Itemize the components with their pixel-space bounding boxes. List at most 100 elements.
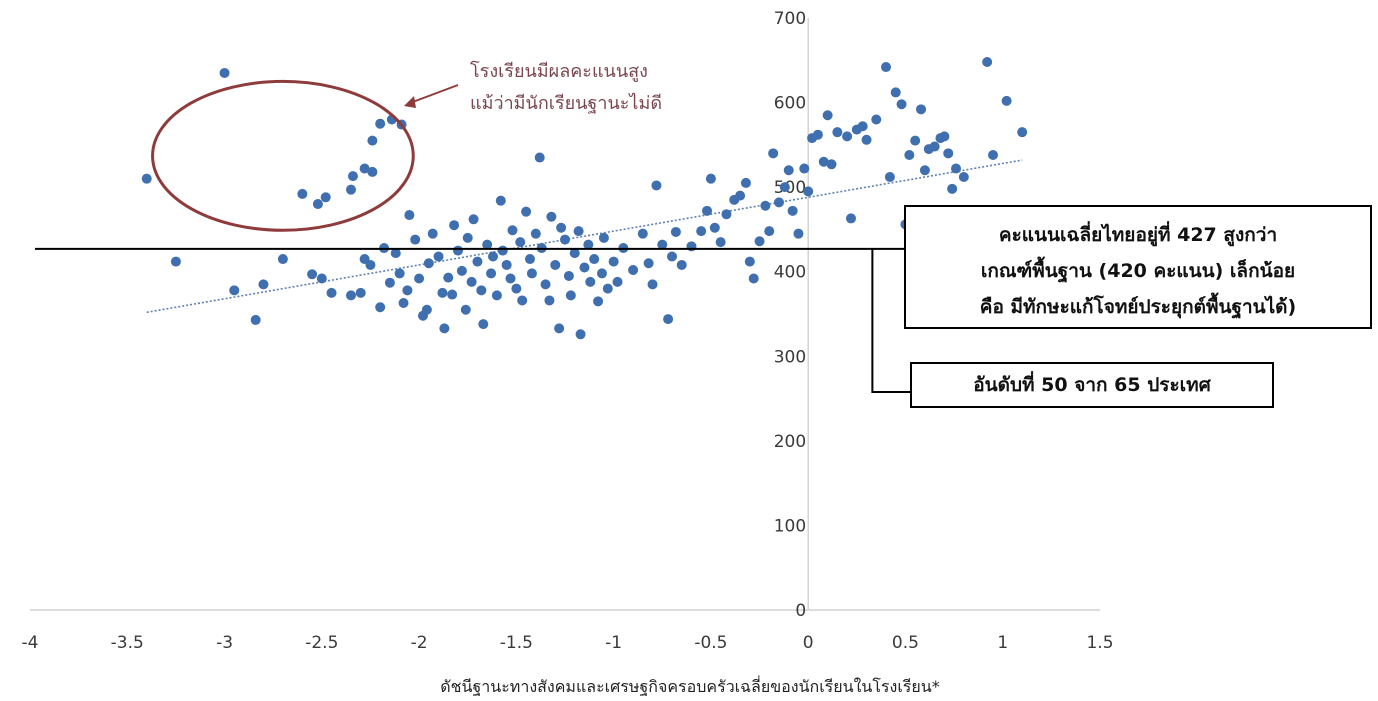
x-tick-label: -2 [411, 633, 428, 653]
data-point [497, 245, 508, 256]
data-point [453, 245, 463, 256]
data-point [826, 159, 837, 170]
data-point [748, 273, 759, 284]
data-point [347, 171, 358, 182]
y-tick-label: 300 [774, 347, 806, 367]
data-point [346, 290, 356, 301]
data-point [560, 234, 570, 245]
data-point [501, 259, 512, 270]
data-point [511, 283, 522, 294]
annotation-arrow [409, 84, 459, 104]
data-point [569, 248, 580, 259]
data-point [910, 135, 921, 146]
data-point [783, 165, 794, 176]
data-point [462, 232, 473, 243]
data-point [573, 226, 584, 237]
average-score-callout: คะแนนเฉลี่ยไทยอยู่ที่ 427 สูงกว่า เกณฑ์พ… [904, 205, 1372, 329]
x-tick-label: -3.5 [111, 633, 144, 653]
data-point [793, 228, 804, 239]
data-point [822, 110, 833, 121]
y-tick-label: 0 [795, 601, 806, 621]
data-point [1017, 127, 1028, 138]
data-point [468, 214, 479, 225]
data-point [410, 234, 421, 245]
data-point [507, 225, 518, 236]
data-point [437, 287, 448, 298]
axes [30, 18, 1100, 611]
data-point [884, 171, 895, 182]
average-callout-line-1: คะแนนเฉลี่ยไทยอยู่ที่ 427 สูงกว่า [998, 224, 1278, 246]
data-point [375, 302, 386, 313]
data-point [505, 273, 516, 284]
data-point [472, 256, 483, 267]
x-tick-label: 0.5 [892, 633, 919, 653]
data-point [554, 323, 565, 334]
y-tick-label: 600 [774, 94, 806, 114]
data-point [598, 232, 609, 243]
data-point [579, 262, 590, 273]
data-point [384, 277, 395, 288]
data-point [219, 67, 230, 78]
data-point [488, 251, 499, 262]
data-point [524, 254, 535, 265]
annotation-arrow-head [404, 96, 416, 108]
data-point [521, 206, 532, 217]
data-point [394, 268, 405, 279]
x-tick-label: -1.5 [500, 633, 533, 653]
data-point [258, 279, 269, 290]
data-point [229, 285, 240, 296]
data-point [845, 213, 856, 224]
data-point [398, 298, 409, 309]
y-tick-label: 200 [774, 432, 806, 452]
x-tick-label: -1 [605, 633, 622, 653]
data-point [919, 165, 930, 176]
data-point [367, 166, 378, 177]
data-point [787, 205, 798, 216]
data-point [779, 182, 790, 193]
data-point [476, 285, 487, 296]
y-tick-label: 100 [774, 516, 806, 536]
annotation-despite-poor: แม้ว่ามีนักเรียนฐานะไม่ดี [470, 92, 662, 114]
x-axis-label: ดัชนีฐานะทางสังคมและเศรษฐกิจครอบครัวเฉลี… [440, 675, 939, 696]
data-point [439, 323, 450, 334]
data-point [896, 99, 907, 110]
data-point [491, 290, 502, 301]
data-point [596, 268, 607, 279]
data-point [890, 87, 901, 98]
data-point [402, 285, 413, 296]
data-point [359, 163, 370, 174]
data-point [478, 319, 489, 330]
trendline-path [146, 159, 1023, 314]
data-point [774, 197, 784, 208]
data-point [427, 228, 438, 239]
data-point [421, 304, 432, 315]
data-point [141, 173, 152, 184]
data-point [988, 150, 998, 161]
data-point [657, 239, 668, 250]
data-point [460, 304, 471, 315]
annotation-high-score: โรงเรียนมีผลคะแนนสูง [470, 60, 648, 82]
data-point [832, 127, 843, 138]
data-point [482, 239, 493, 250]
data-point [702, 205, 713, 216]
data-point [760, 200, 771, 211]
data-point [316, 273, 327, 284]
data-point [307, 269, 318, 280]
data-point [404, 210, 415, 221]
y-tick-label: 500 [774, 178, 806, 198]
data-point [904, 150, 915, 161]
x-tick-label: -2.5 [305, 633, 338, 653]
x-tick-label: 0 [803, 633, 814, 653]
trendline [146, 159, 1023, 314]
data-point [696, 226, 707, 237]
data-point [486, 268, 497, 279]
data-point [320, 192, 331, 203]
data-point [312, 199, 323, 210]
data-point [744, 256, 755, 267]
data-point [929, 141, 940, 152]
rank-callout: อันดับที่ 50 จาก 65 ประเทศ [910, 362, 1274, 408]
data-point [612, 276, 623, 287]
x-tick-label: 1 [997, 633, 1008, 653]
data-point [1001, 95, 1012, 106]
